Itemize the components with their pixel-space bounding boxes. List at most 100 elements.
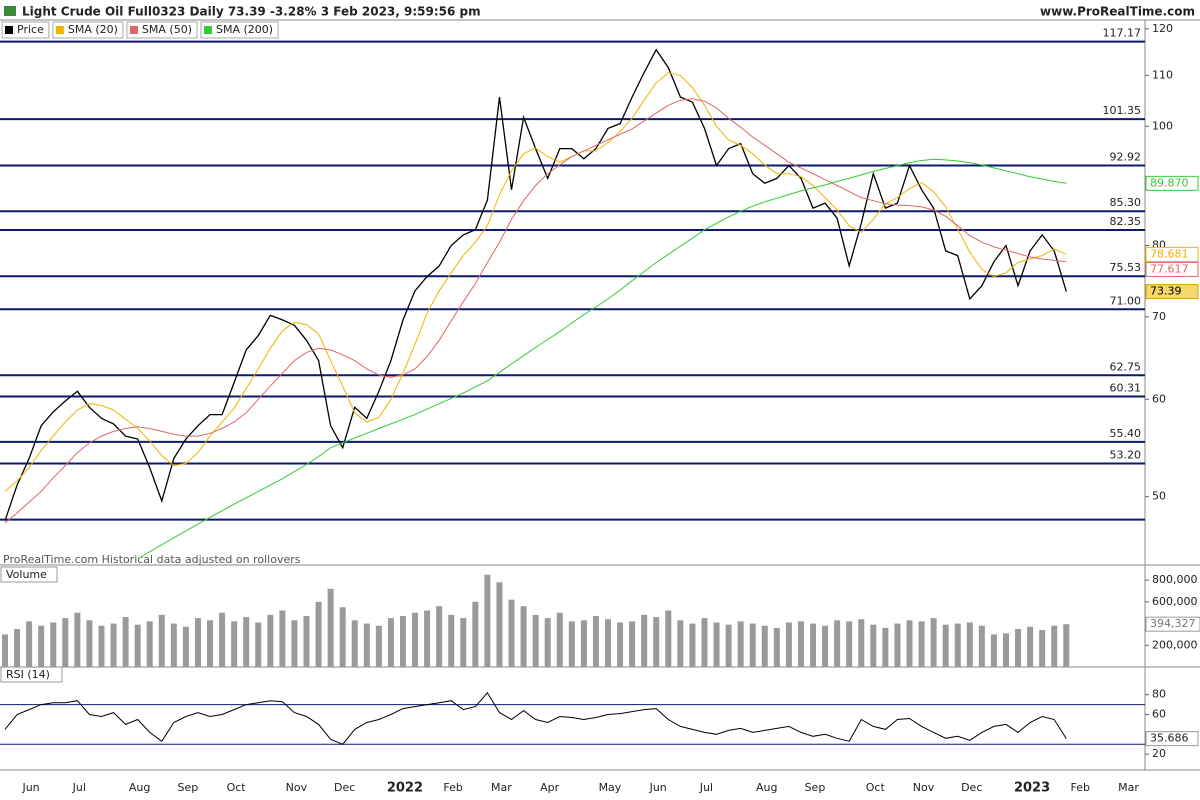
x-tick-label: Jul (699, 781, 713, 794)
bar (592, 615, 599, 667)
bar (520, 606, 527, 667)
x-tick-label: Jun (649, 781, 667, 794)
x-tick-label: Sep (177, 781, 198, 794)
level-label: 53.20 (1110, 449, 1142, 462)
bar (484, 574, 491, 667)
y-tick-label: 70 (1152, 310, 1166, 323)
series-line (4, 72, 1067, 492)
level-label: 62.75 (1110, 360, 1142, 373)
bar (954, 623, 961, 667)
last-value-label: 78.681 (1150, 247, 1189, 260)
bar (773, 627, 780, 667)
bar (146, 621, 153, 667)
bar (906, 620, 913, 667)
y-tick-label: 50 (1152, 490, 1166, 503)
bar (2, 634, 8, 667)
bar (605, 619, 611, 667)
bar (182, 626, 189, 667)
bar (375, 625, 382, 667)
bar (556, 612, 563, 667)
last-value-label: 77.617 (1150, 262, 1189, 275)
level-label: 85.30 (1110, 196, 1142, 209)
bar (303, 615, 310, 667)
x-tick-label: Jun (21, 781, 39, 794)
last-value-box (1145, 175, 1199, 191)
bar (26, 621, 33, 667)
x-tick-label: Aug (756, 781, 777, 794)
bar (508, 599, 515, 667)
bar (339, 607, 346, 667)
level-label: 82.35 (1110, 215, 1142, 228)
bar (689, 623, 696, 667)
series-line (137, 158, 1067, 560)
x-tick-label: Feb (1071, 781, 1090, 794)
last-value-box (1145, 731, 1199, 747)
x-tick-label: 2022 (387, 781, 423, 796)
bar (436, 606, 443, 667)
y-tick-label: 100 (1152, 119, 1173, 132)
legend-swatch (55, 26, 64, 34)
legend-box (1, 21, 50, 39)
x-tick-label: Apr (540, 781, 560, 794)
bar (918, 621, 925, 667)
y-tick-label: 800,000 (1152, 573, 1198, 586)
bar (822, 625, 829, 667)
y-tick-label: 120 (1152, 22, 1173, 35)
bar (279, 610, 286, 667)
bar (1002, 633, 1009, 667)
bar (158, 614, 165, 667)
last-value-box (1145, 284, 1199, 300)
bar (810, 623, 817, 667)
bar (472, 601, 479, 667)
source: www.ProRealTime.com (1040, 5, 1195, 19)
last-value-box (1145, 246, 1199, 262)
level-label: 55.40 (1110, 427, 1142, 440)
panel-label: Volume (6, 568, 47, 581)
bar (870, 624, 877, 667)
bar (134, 624, 141, 667)
last-value-label: 89.870 (1150, 176, 1189, 189)
bar (170, 623, 177, 667)
bar (387, 618, 394, 667)
bar (544, 618, 551, 667)
bar (38, 625, 45, 667)
legend-label: SMA (200) (216, 23, 273, 36)
legend-label: SMA (20) (68, 23, 118, 36)
bar (1063, 624, 1070, 667)
x-tick-label: Oct (227, 781, 247, 794)
level-label: 71.00 (1110, 294, 1142, 307)
level-label: 60.31 (1110, 381, 1142, 394)
last-value-label: 394,327 (1150, 617, 1196, 630)
x-tick-label: Feb (443, 781, 462, 794)
bar (990, 634, 997, 667)
last-value-label: 73.39 (1150, 285, 1182, 298)
bar (641, 614, 648, 667)
bar (737, 621, 744, 667)
last-value-box (1145, 616, 1200, 632)
x-tick-label: Mar (491, 781, 512, 794)
x-tick-label: Oct (866, 781, 886, 794)
bar (194, 618, 201, 667)
note: ProRealTime.com Historical data adjusted… (3, 553, 301, 566)
level-label: 101.35 (1103, 104, 1142, 117)
series-line (4, 691, 1067, 745)
x-tick-label: Dec (961, 781, 982, 794)
bar (797, 621, 804, 667)
legend: Price SMA (20) SMA (50) SMA (200) (1, 21, 279, 39)
x-tick-label: 2023 (1014, 781, 1050, 796)
bar (460, 618, 467, 667)
y-tick-label: 200,000 (1152, 638, 1198, 651)
bar (882, 627, 889, 667)
bar (496, 582, 503, 667)
bar (532, 614, 539, 667)
x-tick-label: Mar (1118, 781, 1139, 794)
bar (412, 612, 419, 667)
legend-swatch (129, 26, 138, 34)
legend-label: Price (17, 23, 44, 36)
bar (1027, 626, 1034, 667)
bar (363, 623, 370, 667)
bar (74, 612, 81, 667)
bar (1051, 625, 1058, 667)
bar (110, 623, 117, 667)
x-tick-label: Aug (129, 781, 150, 794)
